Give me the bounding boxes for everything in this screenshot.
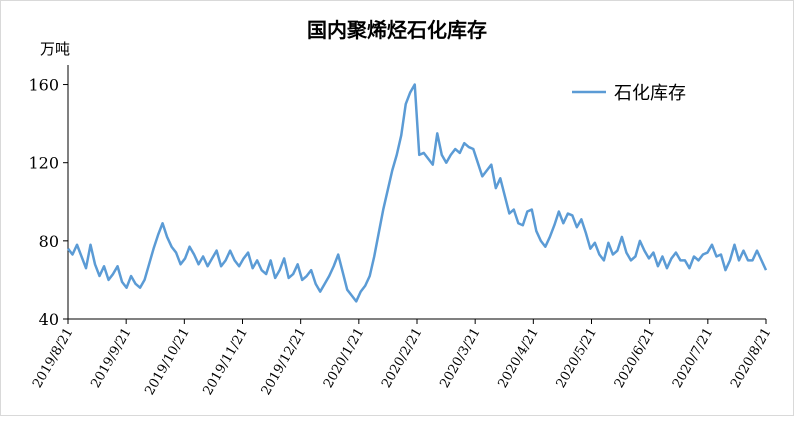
y-tick-label: 160	[28, 76, 59, 95]
legend-label: 石化库存	[614, 83, 686, 104]
y-tick-label: 40	[39, 310, 59, 329]
legend: 石化库存	[572, 83, 686, 104]
series-line-0	[67, 83, 768, 303]
chart-title: 国内聚烯烃石化库存	[307, 18, 487, 42]
y-axis-unit-label: 万吨	[40, 40, 70, 58]
y-tick-label: 80	[39, 232, 59, 251]
y-axis: 40 80 120 160	[28, 65, 69, 329]
y-tick-label: 120	[28, 154, 59, 173]
series-group	[67, 83, 768, 303]
